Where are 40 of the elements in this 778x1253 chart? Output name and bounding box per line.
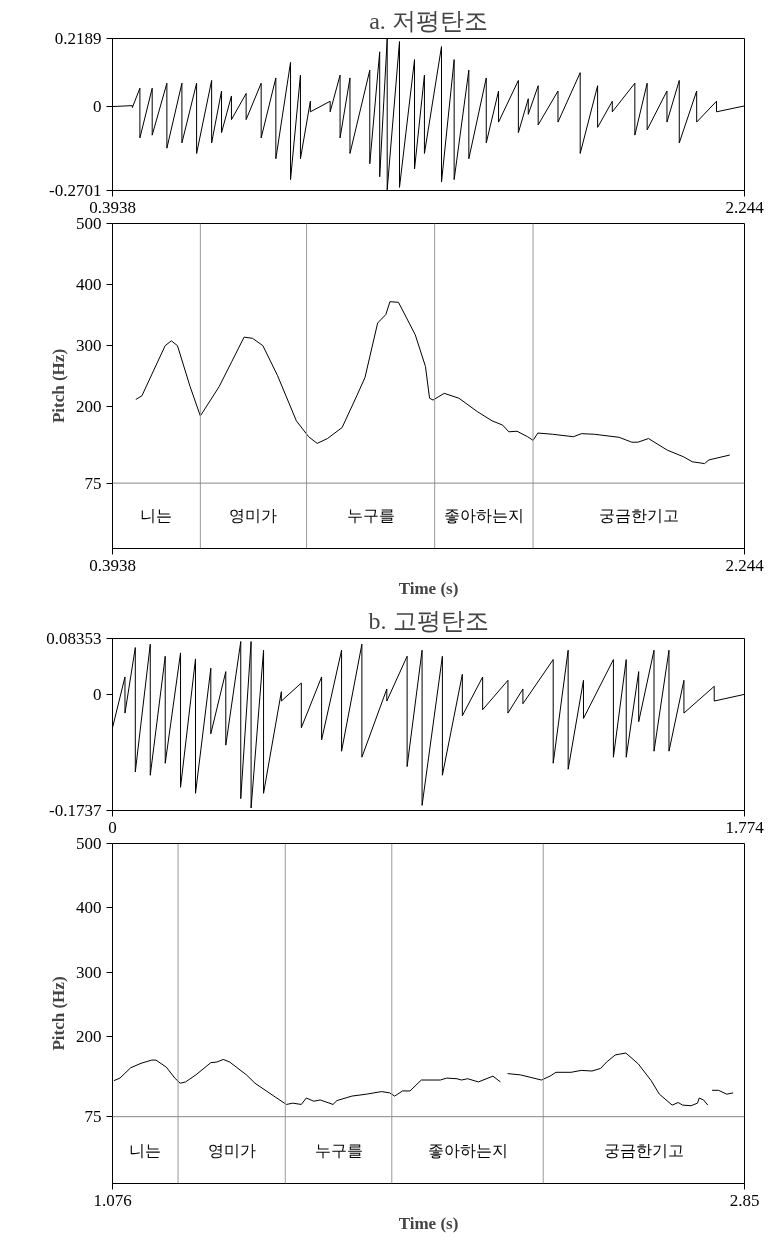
y-tick-label: -0.1737 bbox=[49, 801, 102, 820]
annotation: 누구를 bbox=[346, 507, 395, 525]
y-tick-label: 0 bbox=[93, 684, 102, 704]
y-tick-label: 75 bbox=[84, 473, 102, 493]
annotation: 영미가 bbox=[207, 1141, 256, 1159]
y-axis-title: Pitch (Hz) bbox=[49, 976, 68, 1051]
y-tick-label: 500 bbox=[76, 214, 102, 233]
annotation: 궁금한기고 bbox=[603, 1141, 684, 1159]
line-series bbox=[135, 301, 731, 465]
x-tick-label: 0.3938 bbox=[89, 555, 136, 575]
chart-title: a. 저평탄조 bbox=[369, 7, 488, 34]
annotation: 좋아하는지 bbox=[427, 1141, 508, 1159]
annotation: 영미가 bbox=[229, 507, 278, 525]
annotation: 니는 bbox=[129, 1141, 162, 1159]
y-tick-label: 0.2189 bbox=[54, 29, 102, 48]
annotation: 궁금한기고 bbox=[598, 507, 679, 525]
y-tick-label: 200 bbox=[76, 397, 102, 417]
y-tick-label: 75 bbox=[84, 1107, 102, 1127]
y-tick-label: 300 bbox=[76, 336, 102, 356]
x-tick-label: 1.774 bbox=[725, 817, 765, 837]
annotation: 누구를 bbox=[314, 1141, 363, 1159]
y-tick-label: 400 bbox=[76, 898, 102, 918]
y-tick-label: 300 bbox=[76, 962, 102, 982]
y-axis-title: Pitch (Hz) bbox=[49, 348, 68, 424]
x-tick-label: 0.3938 bbox=[89, 197, 136, 217]
annotation: 좋아하는지 bbox=[443, 507, 524, 525]
chart-title: b. 고평탄조 bbox=[368, 607, 489, 634]
y-tick-label: -0.2701 bbox=[49, 181, 102, 200]
y-tick-label: 0 bbox=[93, 97, 102, 117]
x-tick-label: 2.244 bbox=[725, 197, 765, 217]
x-tick-label: 2.85 bbox=[729, 1190, 760, 1210]
y-tick-label: 0.08353 bbox=[46, 629, 102, 648]
x-tick-label: 1.076 bbox=[93, 1190, 132, 1210]
y-tick-label: 500 bbox=[76, 834, 102, 853]
y-tick-label: 400 bbox=[76, 275, 102, 295]
x-axis-title: Time (s) bbox=[398, 1213, 459, 1233]
annotation: 니는 bbox=[140, 507, 173, 525]
x-axis-title: Time (s) bbox=[398, 578, 459, 598]
x-tick-label: 2.244 bbox=[725, 555, 765, 575]
y-tick-label: 200 bbox=[76, 1026, 102, 1046]
